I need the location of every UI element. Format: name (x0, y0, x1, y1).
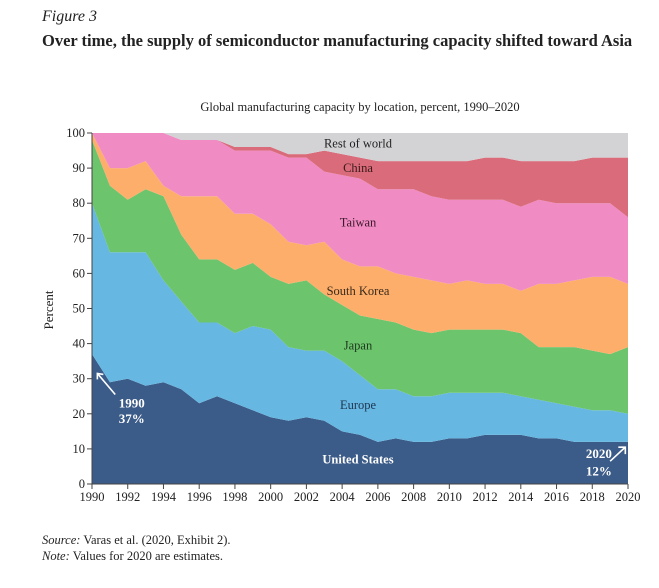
annotation-arrow-1990 (96, 372, 116, 396)
y-tick-label: 60 (73, 266, 86, 280)
arrowhead-icon (618, 446, 627, 455)
source-note: Source: Varas et al. (2020, Exhibit 2). … (42, 532, 231, 564)
x-tick-label: 2020 (616, 490, 641, 504)
figure-label: Figure 3 (42, 8, 97, 25)
series-label-rest-of-world: Rest of world (324, 137, 393, 151)
y-axis-label: Percent (41, 290, 56, 329)
x-tick-label: 2018 (580, 490, 605, 504)
x-tick-label: 2012 (473, 490, 498, 504)
y-tick-label: 90 (73, 161, 86, 175)
area-rest-of-world (92, 133, 628, 162)
x-tick-label: 1994 (151, 490, 177, 504)
area-europe (92, 203, 628, 442)
area-china (92, 133, 628, 218)
areas (92, 133, 628, 484)
area-south-korea (92, 133, 628, 355)
x-tick-label: 2000 (258, 490, 283, 504)
y-tick-label: 100 (66, 126, 85, 140)
note-label: Note: (42, 549, 70, 563)
series-label-europe: Europe (340, 398, 377, 412)
chart-title: Global manufacturing capacity by locatio… (200, 100, 519, 114)
x-tick-label: 1996 (187, 490, 212, 504)
source-text: Varas et al. (2020, Exhibit 2). (83, 533, 231, 547)
y-tick-label: 10 (73, 442, 86, 456)
area-united-states (92, 354, 628, 484)
figure-title: Over time, the supply of semiconductor m… (42, 31, 633, 50)
annotation-1990-value: 37% (119, 411, 145, 426)
area-taiwan (92, 133, 628, 291)
series-label-south-korea: South Korea (327, 284, 390, 298)
x-tick-label: 1990 (80, 490, 105, 504)
annotation-arrow-2020 (609, 446, 626, 462)
y-tick-label: 30 (73, 372, 86, 386)
source-label: Source: (42, 533, 81, 547)
series-labels: United States Europe Japan South Korea Taiwa… (322, 137, 393, 467)
series-label-japan: Japan (344, 338, 373, 352)
series-label-china: China (343, 161, 373, 175)
x-tick-label: 2004 (330, 490, 356, 504)
arrowhead-icon (96, 372, 104, 380)
y-tick-label: 50 (73, 302, 86, 316)
x-tick-label: 2008 (401, 490, 426, 504)
y-tick-label: 70 (73, 231, 86, 245)
x-tick-label: 2014 (508, 490, 534, 504)
y-tick-label: 80 (73, 196, 86, 210)
annotation-1990-year: 1990 (119, 395, 145, 410)
axes: 0 10 20 30 40 50 60 70 80 90 100 1990 1992 1994 1996 19… (66, 126, 640, 504)
x-tick-label: 2006 (365, 490, 390, 504)
y-tick-label: 40 (73, 337, 86, 351)
annotation-2020-value: 12% (586, 464, 612, 479)
x-tick-label: 1998 (222, 490, 247, 504)
x-tick-label: 2002 (294, 490, 319, 504)
series-label-united-states: United States (322, 452, 393, 466)
y-tick-label: 20 (73, 407, 86, 421)
x-tick-label: 2010 (437, 490, 462, 504)
y-tick-label: 0 (79, 477, 85, 491)
x-tick-label: 2016 (544, 490, 569, 504)
x-tick-label: 1992 (115, 490, 140, 504)
series-label-taiwan: Taiwan (340, 216, 377, 230)
annotation-2020-year: 2020 (586, 446, 612, 461)
note-text: Values for 2020 are estimates. (72, 549, 223, 563)
area-japan (92, 140, 628, 414)
